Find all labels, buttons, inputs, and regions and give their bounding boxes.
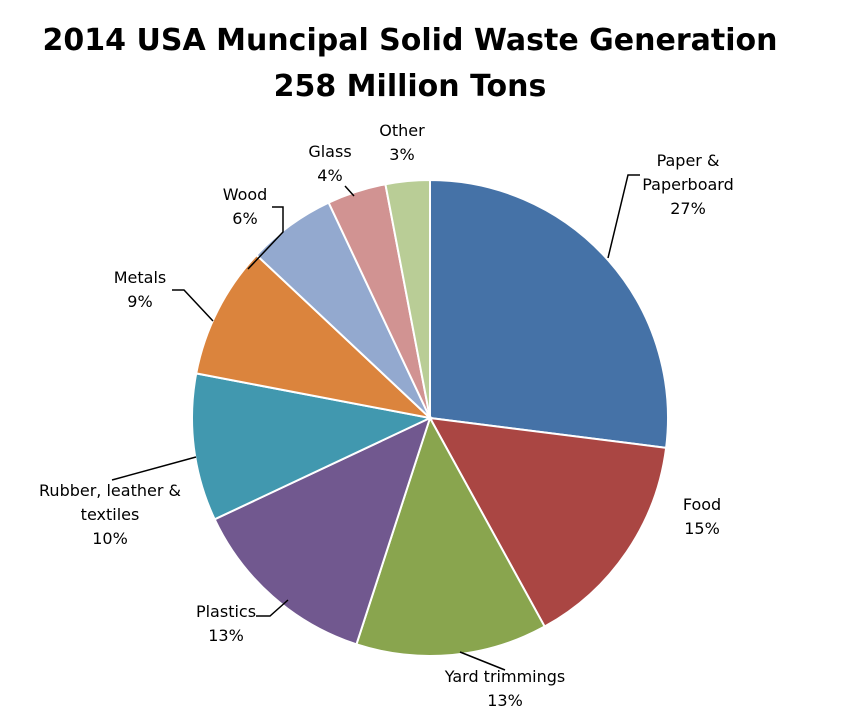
- leader-line-2: [459, 651, 506, 671]
- slice-category-label: Metals: [114, 268, 167, 287]
- pie-slice-8: [384, 178, 431, 419]
- slice-percent-label: 10%: [92, 529, 128, 548]
- slice-label-3: Plastics 13%: [196, 602, 256, 645]
- pie-slice-4: [191, 372, 434, 521]
- slice-label-1: Food 15%: [683, 495, 721, 538]
- leader-line-0: [607, 174, 640, 259]
- slice-label-4: Rubber, leather & textiles 10%: [39, 481, 181, 548]
- slice-label-5: Metals 9%: [114, 268, 167, 311]
- slice-percent-label: 3%: [389, 145, 414, 164]
- slice-label-2: Yard trimmings 13%: [444, 667, 565, 710]
- slice-category-label: Plastics: [196, 602, 256, 621]
- slice-percent-label: 13%: [487, 691, 523, 710]
- slice-category-label: Other: [379, 121, 425, 140]
- pie-slice-3: [213, 416, 432, 646]
- slice-category-label: Yard trimmings: [444, 667, 565, 686]
- slice-label-8: Other 3%: [379, 121, 425, 164]
- slice-category-label: textiles: [81, 505, 140, 524]
- leader-line-3: [256, 599, 289, 617]
- leader-line-5: [172, 289, 214, 322]
- slice-label-7: Glass 4%: [308, 142, 351, 185]
- slice-category-label: Paper &: [657, 151, 720, 170]
- chart-title-block: 2014 USA Muncipal Solid Waste Generation…: [0, 18, 820, 110]
- leader-line-6: [247, 206, 284, 270]
- slice-percent-label: 6%: [232, 209, 257, 228]
- pie-slice-1: [428, 416, 668, 628]
- slice-percent-label: 13%: [208, 626, 244, 645]
- slice-category-label: Glass: [308, 142, 351, 161]
- chart-subtitle: 258 Million Tons: [273, 69, 547, 104]
- slice-percent-label: 4%: [317, 166, 342, 185]
- slice-category-label: Paperboard: [642, 175, 734, 194]
- pie-slice-0: [429, 178, 669, 449]
- slice-category-label: Food: [683, 495, 721, 514]
- slice-label-6: Wood 6%: [223, 185, 268, 228]
- slice-category-label: Wood: [223, 185, 268, 204]
- chart-title: 2014 USA Muncipal Solid Waste Generation: [42, 23, 778, 58]
- leader-line-4: [111, 456, 197, 481]
- leader-line-7: [344, 185, 355, 197]
- slice-category-label: Rubber, leather &: [39, 481, 181, 500]
- slice-percent-label: 27%: [670, 199, 706, 218]
- pie-slice-5: [195, 253, 434, 420]
- slice-percent-label: 15%: [684, 519, 720, 538]
- slice-label-0: Paper & Paperboard 27%: [642, 151, 734, 218]
- slice-percent-label: 9%: [127, 292, 152, 311]
- pie-slice-2: [355, 415, 547, 657]
